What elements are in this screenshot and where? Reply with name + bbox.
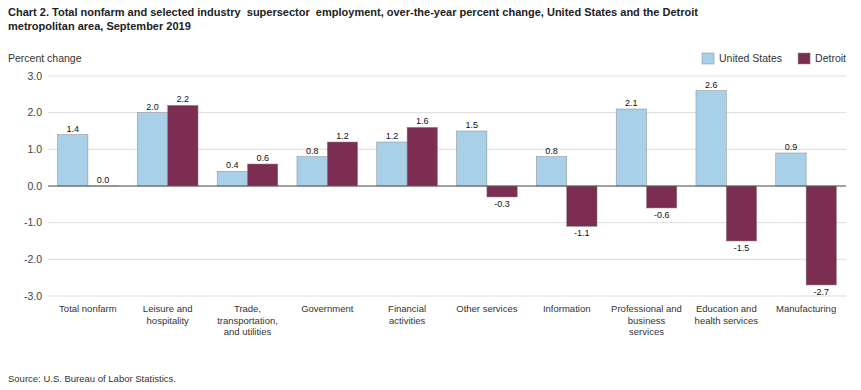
- data-label: 1.6: [416, 116, 429, 126]
- data-label: 2.0: [146, 102, 159, 112]
- bar: [248, 164, 278, 186]
- bar: [58, 135, 88, 186]
- data-label: -2.7: [814, 287, 830, 297]
- bar: [457, 131, 487, 186]
- legend-label: Detroit: [815, 52, 846, 64]
- x-tick-line: services: [629, 326, 664, 337]
- data-label: 2.6: [705, 80, 718, 90]
- bar: [407, 127, 437, 186]
- x-tick-label: Leisure andhospitality: [143, 303, 193, 326]
- data-label: 2.1: [625, 98, 638, 108]
- x-tick-line: Manufacturing: [776, 303, 836, 314]
- data-label: 0.8: [306, 146, 319, 156]
- x-tick-label: Government: [301, 303, 354, 314]
- x-tick-line: Professional and: [611, 303, 682, 314]
- bars: [58, 91, 837, 285]
- bar: [696, 91, 726, 186]
- x-tick-line: and utilities: [224, 326, 272, 337]
- bar: [647, 186, 677, 208]
- x-tick-label: Education andhealth services: [695, 303, 759, 326]
- x-tick-line: Financial: [388, 303, 426, 314]
- bar: [726, 186, 756, 241]
- data-label: -1.1: [574, 228, 590, 238]
- bar: [536, 157, 566, 186]
- legend-swatch: [798, 53, 810, 64]
- x-tick-line: transportation,: [217, 315, 278, 326]
- bar: [806, 186, 836, 285]
- bar: [487, 186, 517, 197]
- x-tick-line: Trade,: [234, 303, 261, 314]
- x-tick-line: Total nonfarm: [59, 303, 117, 314]
- data-label: 0.0: [97, 175, 110, 185]
- x-tick-line: Other services: [456, 303, 517, 314]
- x-tick-line: business: [628, 315, 666, 326]
- y-tick-label: -3.0: [24, 290, 42, 302]
- grid: [48, 76, 846, 296]
- grid-line: [48, 186, 846, 187]
- title: Chart 2. Total nonfarm and selected indu…: [8, 6, 698, 32]
- x-tick-line: Leisure and: [143, 303, 193, 314]
- x-tick-label: Manufacturing: [776, 303, 836, 314]
- data-label: 2.2: [177, 94, 190, 104]
- y-tick-label: 3.0: [27, 70, 42, 82]
- data-label: 1.2: [336, 131, 349, 141]
- data-label: 0.9: [785, 142, 798, 152]
- title-line: metropolitan area, September 2019: [8, 20, 191, 32]
- data-label: -1.5: [734, 243, 750, 253]
- grid-line: [48, 259, 846, 260]
- bar: [567, 186, 597, 226]
- x-tick-label: Total nonfarm: [59, 303, 117, 314]
- x-tick-label: Professional andbusinessservices: [611, 303, 682, 337]
- bar: [327, 142, 357, 186]
- legend: Detroit United States: [702, 52, 846, 64]
- data-label: -0.3: [494, 199, 510, 209]
- bar: [616, 109, 646, 186]
- y-tick-label: -1.0: [24, 216, 42, 228]
- data-label: 0.6: [256, 153, 269, 163]
- x-tick-line: Education and: [696, 303, 757, 314]
- bar: [137, 113, 167, 186]
- x-tick-line: health services: [695, 315, 759, 326]
- x-tick-line: Information: [543, 303, 591, 314]
- data-label: 1.5: [465, 120, 478, 130]
- x-tick-label: Information: [543, 303, 591, 314]
- y-tick-label: 0.0: [27, 180, 42, 192]
- x-tick-label: Trade,transportation,and utilities: [217, 303, 278, 337]
- y-tick-label: 2.0: [27, 106, 42, 118]
- bar: [217, 171, 247, 186]
- x-tick-line: hospitality: [147, 315, 189, 326]
- data-label: 1.4: [66, 124, 79, 134]
- x-tick-line: activities: [389, 315, 426, 326]
- x-tick-label: Financialactivities: [388, 303, 426, 326]
- x-tick-line: Government: [301, 303, 354, 314]
- legend-label: United States: [719, 52, 782, 64]
- data-label: 1.2: [386, 131, 399, 141]
- grid-line: [48, 296, 846, 297]
- bar: [377, 142, 407, 186]
- data-label: 0.4: [226, 160, 239, 170]
- grid-line: [48, 76, 846, 77]
- bar: [776, 153, 806, 186]
- x-tick-label: Other services: [456, 303, 517, 314]
- bar: [297, 157, 327, 186]
- chart: Chart 2. Total nonfarm and selected indu…: [0, 0, 861, 390]
- y-tick-label: 1.0: [27, 143, 42, 155]
- bar: [168, 105, 198, 186]
- zero-line: [48, 186, 846, 187]
- legend-swatch: [702, 53, 714, 64]
- data-label: -0.6: [654, 210, 670, 220]
- y-tick-label: -2.0: [24, 253, 42, 265]
- data-label: 0.8: [545, 146, 558, 156]
- source-note: Source: U.S. Bureau of Labor Statistics.: [8, 373, 176, 384]
- y-axis-label: Percent change: [8, 52, 82, 64]
- title-line: Chart 2. Total nonfarm and selected indu…: [8, 6, 698, 18]
